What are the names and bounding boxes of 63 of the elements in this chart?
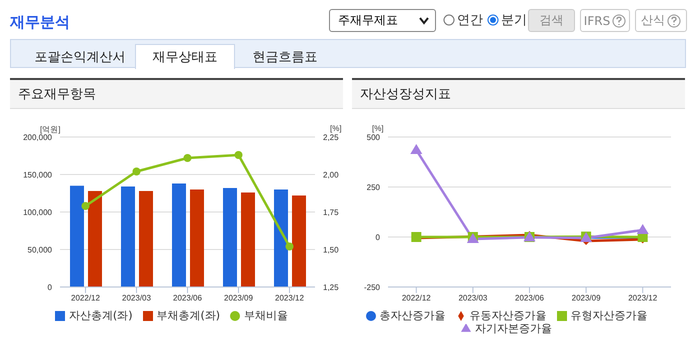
y2-tick-label: 1,75 bbox=[323, 208, 340, 217]
y2-tick-label: 1,25 bbox=[323, 282, 340, 292]
text: IFRS bbox=[580, 9, 630, 32]
y-axis-title: [억원] bbox=[40, 124, 60, 134]
x-tick-label: 2023/03 bbox=[122, 294, 152, 303]
point bbox=[410, 144, 422, 154]
bar bbox=[292, 196, 306, 287]
text: 분기 bbox=[500, 12, 527, 29]
chart-title: 주요재무항목 bbox=[10, 80, 343, 109]
bar bbox=[241, 192, 255, 287]
point bbox=[132, 168, 140, 176]
y2-tick-label: 2,00 bbox=[323, 170, 340, 180]
legend-label: 부채비율 bbox=[244, 309, 288, 322]
x-tick-label: 2023/12 bbox=[628, 294, 658, 303]
legend-label: 자산총계(좌) bbox=[68, 309, 132, 322]
x-tick-label: 2023/09 bbox=[572, 294, 602, 303]
bar bbox=[121, 186, 135, 287]
text: 재무상태표 bbox=[135, 44, 235, 69]
y2-tick-label: 1,50 bbox=[323, 245, 340, 254]
x-tick-label: 2023/03 bbox=[458, 294, 488, 303]
y-tick-label: 250 bbox=[366, 182, 381, 192]
y-tick-label: -250 bbox=[364, 282, 381, 292]
point bbox=[286, 242, 294, 250]
point bbox=[234, 151, 242, 159]
text: 재무분석 bbox=[10, 13, 70, 32]
bar bbox=[88, 191, 102, 287]
y-tick-label: 200,000 bbox=[23, 132, 53, 142]
bar bbox=[190, 190, 204, 287]
y-tick-label: 0 bbox=[376, 232, 381, 242]
bar bbox=[70, 186, 84, 287]
text: 검색 bbox=[528, 9, 575, 32]
text: 연간 bbox=[456, 12, 483, 29]
bar bbox=[274, 190, 288, 287]
legend-label: 자기자본증가율 bbox=[475, 322, 552, 335]
chart-title: 자산성장성지표 bbox=[352, 80, 685, 109]
text: 현금흐름표 bbox=[252, 48, 318, 66]
text: 주재무제표 bbox=[329, 9, 436, 32]
legend-label: 유형자산증가율 bbox=[570, 309, 648, 322]
y-tick-label: 500 bbox=[366, 132, 381, 142]
bar bbox=[172, 184, 186, 287]
y-tick-label: 50,000 bbox=[28, 245, 53, 254]
point bbox=[636, 224, 649, 234]
x-tick-label: 2022/12 bbox=[402, 294, 432, 303]
legend-label: 총자산증가율 bbox=[380, 309, 446, 322]
y2-axis-title: [%] bbox=[330, 124, 342, 133]
y-tick-label: 100,000 bbox=[23, 208, 53, 217]
x-tick-label: 2022/12 bbox=[71, 294, 101, 303]
y2-tick-label: 2,25 bbox=[323, 132, 340, 142]
x-tick-label: 2023/12 bbox=[275, 294, 305, 303]
legend-label: 유동자산증가율 bbox=[470, 309, 546, 322]
y-tick-label: 0 bbox=[48, 282, 53, 292]
x-tick-label: 2023/06 bbox=[515, 294, 545, 303]
point bbox=[184, 154, 192, 162]
legend-label: 부채총계(좌) bbox=[156, 309, 220, 322]
y-axis-title: [%] bbox=[372, 124, 384, 133]
y-tick-label: 150,000 bbox=[23, 170, 53, 180]
text: 포괄손익계산서 bbox=[34, 48, 126, 66]
point bbox=[82, 202, 90, 210]
bar bbox=[139, 191, 153, 287]
x-tick-label: 2023/09 bbox=[224, 294, 254, 303]
x-tick-label: 2023/06 bbox=[173, 294, 203, 303]
bar bbox=[223, 188, 237, 287]
text: 산식 bbox=[635, 9, 687, 32]
